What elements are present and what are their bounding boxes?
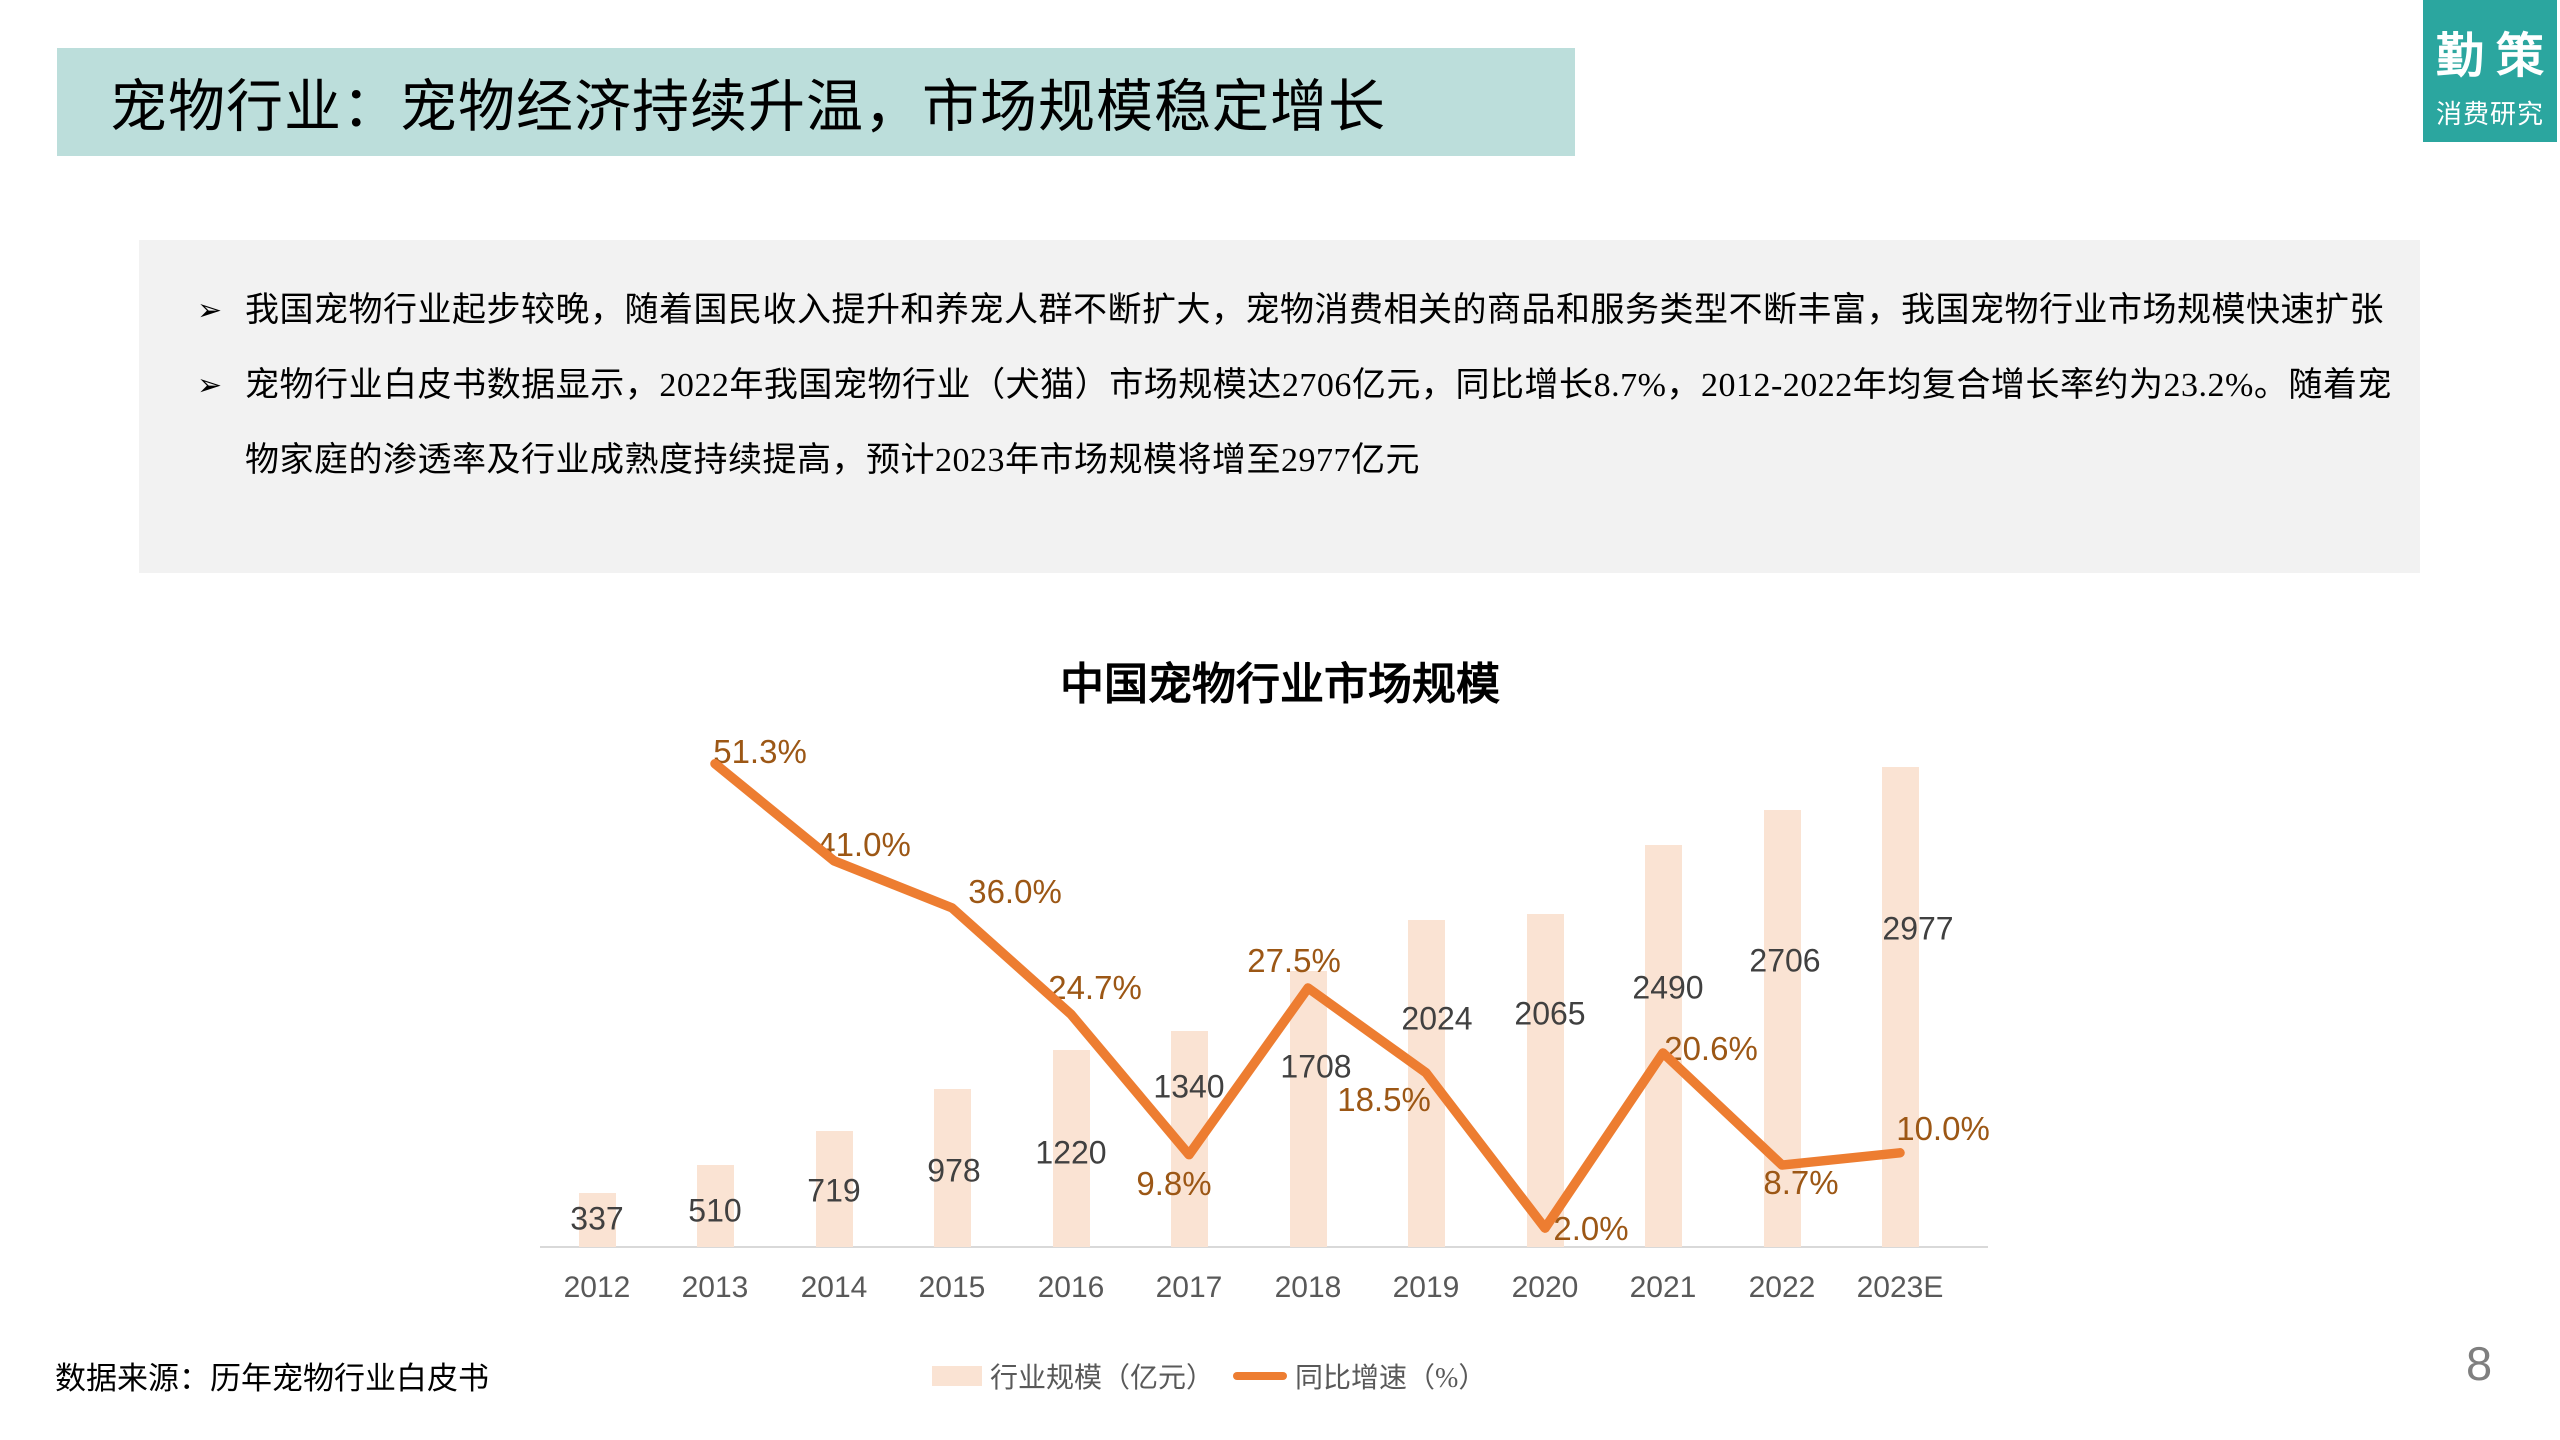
bar-value-label: 2706 — [1749, 942, 1821, 979]
bar-2018 — [1289, 971, 1327, 1247]
bar-value-label: 2024 — [1401, 1000, 1473, 1037]
summary-box: ➢ 我国宠物行业起步较晚，随着国民收入提升和养宠人群不断扩大，宠物消费相关的商品… — [139, 240, 2420, 573]
growth-rate-label: 36.0% — [968, 873, 1062, 910]
growth-rate-label: 51.3% — [713, 733, 807, 770]
brand-logo: 勤策 消费研究 — [2423, 0, 2557, 142]
x-axis-label: 2021 — [1629, 1271, 1697, 1304]
legend-bar-label: 行业规模（亿元） — [990, 1363, 1215, 1394]
x-axis-label: 2015 — [918, 1271, 986, 1304]
source-note: 数据来源：历年宠物行业白皮书 — [55, 1361, 489, 1396]
x-axis-label: 2020 — [1511, 1271, 1579, 1304]
x-axis-label: 2013 — [681, 1271, 749, 1304]
growth-rate-label: 9.8% — [1136, 1165, 1212, 1202]
bullet-arrow-icon: ➢ — [197, 368, 223, 403]
x-axis-label: 2012 — [563, 1271, 631, 1304]
x-axis-label: 2014 — [800, 1271, 868, 1304]
bar-2020 — [1526, 913, 1564, 1247]
bar-value-label: 2977 — [1882, 910, 1954, 947]
bullet-text: 我国宠物行业起步较晚，随着国民收入提升和养宠人群不断扩大，宠物消费相关的商品和服… — [245, 292, 2384, 329]
growth-rate-label: 18.5% — [1337, 1081, 1431, 1118]
slide-title-bar: 宠物行业：宠物经济持续升温，市场规模稳定增长 — [57, 48, 1575, 156]
x-axis-label: 2018 — [1274, 1271, 1342, 1304]
bar-2013 — [696, 1164, 734, 1247]
growth-rate-label: 27.5% — [1247, 942, 1341, 979]
chart-title: 中国宠物行业市场规模 — [1060, 660, 1500, 709]
bar-value-label: 978 — [927, 1152, 981, 1189]
bar-2021 — [1644, 845, 1682, 1247]
bar-2014 — [815, 1130, 853, 1247]
chart-legend: 行业规模（亿元） 同比增速（%） — [932, 1355, 1486, 1397]
x-axis-line — [540, 1246, 1988, 1248]
bar-value-label: 510 — [688, 1192, 742, 1229]
bullet-item: ➢ 我国宠物行业起步较晚，随着国民收入提升和养宠人群不断扩大，宠物消费相关的商品… — [197, 273, 2392, 348]
bar-value-label: 719 — [807, 1172, 861, 1209]
legend-line-label: 同比增速（%） — [1295, 1363, 1487, 1394]
brand-subtitle: 消费研究 — [2435, 100, 2544, 129]
x-axis-label: 2019 — [1392, 1271, 1460, 1304]
slide-title: 宠物行业：宠物经济持续升温，市场规模稳定增长 — [110, 76, 1386, 139]
x-axis-label: 2022 — [1748, 1271, 1816, 1304]
growth-rate-label: 10.0% — [1896, 1110, 1990, 1147]
bar-2016 — [1052, 1050, 1090, 1247]
bar-value-label: 2490 — [1632, 969, 1704, 1006]
bar-value-label: 2065 — [1514, 995, 1586, 1032]
bar-value-label: 1708 — [1280, 1048, 1352, 1085]
page-number: 8 — [2466, 1337, 2493, 1390]
growth-line-svg — [710, 759, 1905, 1233]
bar-2023E — [1881, 766, 1919, 1247]
bar-2012 — [578, 1192, 616, 1247]
bar-value-label: 1340 — [1153, 1068, 1225, 1105]
growth-rate-label: 20.6% — [1664, 1030, 1758, 1067]
growth-rate-label: 2.0% — [1553, 1210, 1629, 1247]
growth-rate-label: 24.7% — [1048, 969, 1142, 1006]
bullet-arrow-icon: ➢ — [197, 293, 223, 328]
growth-line — [710, 759, 1905, 1233]
brand-name: 勤策 — [2435, 30, 2556, 83]
bar-value-label: 337 — [570, 1200, 624, 1237]
bar-2022 — [1763, 810, 1801, 1247]
bullet-text: 宠物行业白皮书数据显示，2022年我国宠物行业（犬猫）市场规模达2706亿元，同… — [245, 367, 2392, 479]
bar-value-label: 1220 — [1035, 1134, 1107, 1171]
x-axis-label: 2016 — [1037, 1271, 1105, 1304]
legend-bar-swatch — [932, 1366, 982, 1386]
legend-line-swatch — [1233, 1372, 1288, 1380]
x-axis-label: 2023E — [1856, 1271, 1944, 1304]
bullet-item: ➢ 宠物行业白皮书数据显示，2022年我国宠物行业（犬猫）市场规模达2706亿元… — [197, 348, 2392, 498]
x-axis-label: 2017 — [1155, 1271, 1223, 1304]
bar-2015 — [933, 1089, 971, 1247]
growth-rate-label: 8.7% — [1763, 1164, 1839, 1201]
